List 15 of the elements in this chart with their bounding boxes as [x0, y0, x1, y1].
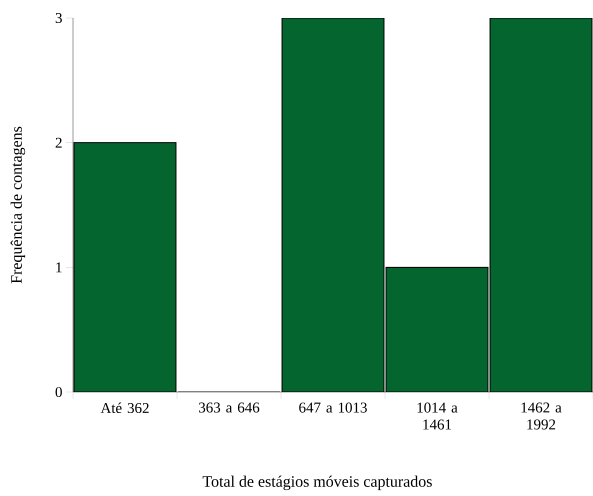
x-tick-label: Até 362 [100, 402, 149, 414]
x-tick-label: 363 a 646 [199, 402, 260, 413]
y-tick-label: 2 [56, 138, 62, 148]
x-tick-label: 1462 a 1992 [522, 402, 562, 430]
y-tick-label: 0 [56, 386, 62, 398]
bar [386, 266, 488, 392]
bar [74, 142, 176, 392]
x-tick-label: 1014 a 1461 [418, 402, 458, 430]
x-axis-title: Total de estágios móveis capturados [202, 476, 432, 490]
y-tick-label: 1 [56, 262, 62, 272]
x-tick-label: 647 a 1013 [299, 402, 367, 413]
bar [490, 18, 592, 392]
y-axis-title: Frequência de contagens [10, 126, 26, 284]
bar [282, 18, 384, 392]
y-tick-label: 3 [56, 12, 62, 24]
